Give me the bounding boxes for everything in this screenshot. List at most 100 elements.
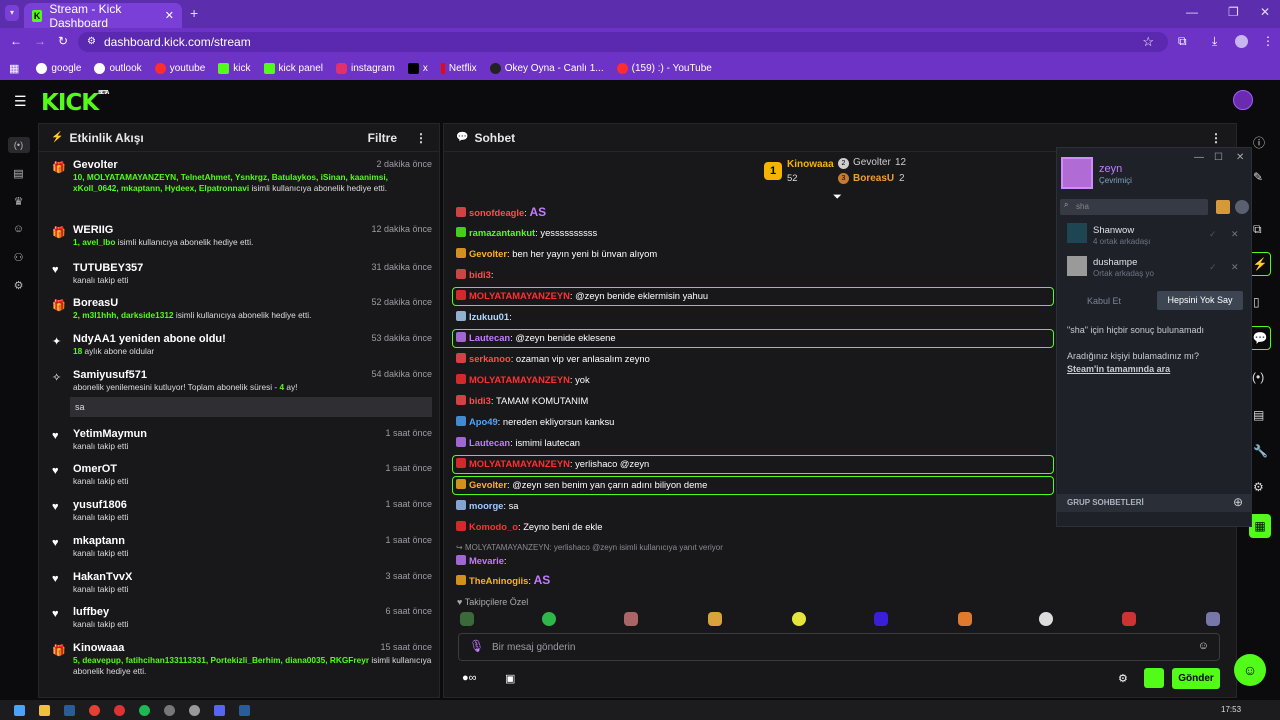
chat-username[interactable]: Gevolter [469,479,508,490]
steam-icon[interactable] [64,704,75,716]
bookmark-instagram[interactable]: instagram [335,62,395,74]
collapse-chevron-icon[interactable]: ⏷ [833,191,842,203]
bookmark-x[interactable]: x [407,62,428,74]
chat-username[interactable]: sonofdeagle [469,207,525,218]
accept-check-icon[interactable]: ✓ [1209,229,1217,239]
chat-username[interactable]: MOLYATAMAYANZEYN [469,290,570,301]
search-result-item[interactable]: Shanwow 4 ortak arkadaşı ✓ ✕ [1057,220,1251,250]
chat-username[interactable]: moorge [469,500,504,511]
emote-icon[interactable] [1039,612,1053,626]
emote-icon[interactable] [958,612,972,626]
points-icon[interactable]: ●∞ [462,672,477,684]
chat-username[interactable]: serkanoo [469,353,511,364]
emote-icon[interactable] [1206,612,1220,626]
menu-dots-icon[interactable]: ⋮ [1262,34,1274,48]
screen-icon[interactable]: ⧉ [1253,222,1262,236]
browser-tab[interactable]: K Stream - Kick Dashboard ✕ [24,2,182,30]
chat-username[interactable]: Lautecan [469,332,511,343]
chat-username[interactable]: Apo49 [469,416,498,427]
activity-user[interactable]: BoreasU [73,297,119,309]
chat-username[interactable]: bidi3 [469,395,491,406]
emote-icon[interactable] [624,612,638,626]
new-tab-button[interactable]: + [190,5,199,21]
chat-username[interactable]: Lautecan [469,437,511,448]
emote-icon[interactable] [1122,612,1136,626]
url-input[interactable]: ⚙ dashboard.kick.com/stream ☆ [78,32,1168,52]
bookmark-okey[interactable]: Okey Oyna - Canlı 1... [489,62,604,74]
add-friend-icon[interactable] [1216,200,1230,214]
discord-icon[interactable] [214,704,225,716]
activity-user[interactable]: TUTUBEY357 [73,262,144,274]
reject-x-icon[interactable]: ✕ [1231,229,1239,239]
help-chat-icon[interactable]: ☺ [1234,654,1266,686]
wrench-icon[interactable]: 🔧 [1253,444,1268,458]
chat-username[interactable]: Izukuu01 [469,311,510,322]
store-icon[interactable]: ▣ [505,673,516,685]
activity-user[interactable]: mkaptann [73,535,125,547]
accept-check-icon[interactable]: ✓ [1209,262,1217,272]
activity-user[interactable]: Gevolter [73,159,118,171]
reload-icon[interactable]: ↻ [58,34,69,48]
analytics-icon[interactable]: ▤ [13,168,24,180]
search-all-steam-link[interactable]: Steam'in tamamında ara [1067,364,1171,374]
chrome-icon[interactable] [164,704,175,716]
filter-button[interactable]: Filtre [367,130,397,145]
group-chats-header[interactable]: GRUP SOHBETLERİ ⊕ [1057,494,1251,512]
activity-user[interactable]: yusuf1806 [73,499,127,511]
file-explorer-icon[interactable] [39,704,50,716]
emote-icon[interactable] [874,612,888,626]
obs-icon[interactable] [189,704,200,716]
back-icon[interactable]: ← [10,34,22,48]
community-icon[interactable]: ☺ [12,223,25,235]
bookmark-kick-panel[interactable]: kick panel [263,62,323,74]
leader-1-name[interactable]: Kinowaaa [787,159,834,170]
maximize-icon[interactable]: ❐ [1228,5,1239,19]
grid-icon[interactable]: ▦ [1249,514,1271,538]
gear-icon[interactable]: ⚙ [1253,480,1264,494]
activity-user[interactable]: YetimMaymun [73,428,147,440]
friend-search-input[interactable]: ⌕ sha [1060,199,1208,215]
activity-menu-icon[interactable]: ⋮ [415,130,427,145]
accept-button[interactable]: Kabul Et [1087,296,1122,306]
bolt-icon[interactable]: ⚡ [1249,252,1271,276]
emote-icon[interactable] [542,612,556,626]
trophy-icon[interactable]: ♛ [13,196,24,208]
forward-icon[interactable]: → [34,34,46,48]
bookmark-kick[interactable]: kick [218,62,251,74]
send-button[interactable]: Gönder [1172,668,1220,689]
spotify-icon[interactable] [139,704,150,716]
activity-user[interactable]: Samiyusuf571 [73,369,147,381]
hamburger-menu-icon[interactable]: ☰ [14,93,27,109]
chat-toggle-icon[interactable]: 💬 [1249,326,1271,350]
bot-icon[interactable] [1144,668,1164,688]
leader-3-name[interactable]: BoreasU [853,173,895,184]
steam-close-icon[interactable]: ✕ [1236,152,1245,163]
layout-icon[interactable]: ▯ [1253,295,1260,309]
chat-username[interactable]: TheAninogiis [469,575,529,586]
bookmark-outlook[interactable]: outlook [94,62,142,74]
user-avatar[interactable] [1233,90,1253,110]
chat-username[interactable]: MOLYATAMAYANZEYN [469,374,570,385]
window-icon[interactable]: ▤ [1253,408,1265,422]
edit-icon[interactable]: ✎ [1253,170,1264,184]
info-icon[interactable]: ⓘ [1253,136,1266,150]
bookmark-google[interactable]: google [36,62,81,74]
activity-user[interactable]: Kinowaaa [73,642,125,654]
chat-username[interactable]: ramazantankut [469,227,536,238]
chrome-icon[interactable] [89,704,100,716]
chat-username[interactable]: bidi3 [469,269,491,280]
site-info-icon[interactable]: ⚙ [87,36,96,47]
profile-icon[interactable] [1235,35,1248,48]
leader-2-name[interactable]: Gevolter [853,157,891,168]
bookmark-star-icon[interactable]: ☆ [1142,34,1154,49]
extensions-icon[interactable]: ⧉ [1178,34,1187,48]
chat-username[interactable]: Mevarie [469,555,504,566]
stream-live-icon[interactable]: (•) [7,137,30,153]
minimize-icon[interactable]: — [1186,5,1198,19]
opera-icon[interactable] [114,704,125,716]
emote-icon[interactable] [792,612,806,626]
tab-search-button[interactable]: ▾ [5,5,19,21]
steam-minimize-icon[interactable]: — [1194,152,1204,163]
reject-x-icon[interactable]: ✕ [1231,262,1239,272]
settings-icon[interactable]: ⚙ [13,280,24,292]
